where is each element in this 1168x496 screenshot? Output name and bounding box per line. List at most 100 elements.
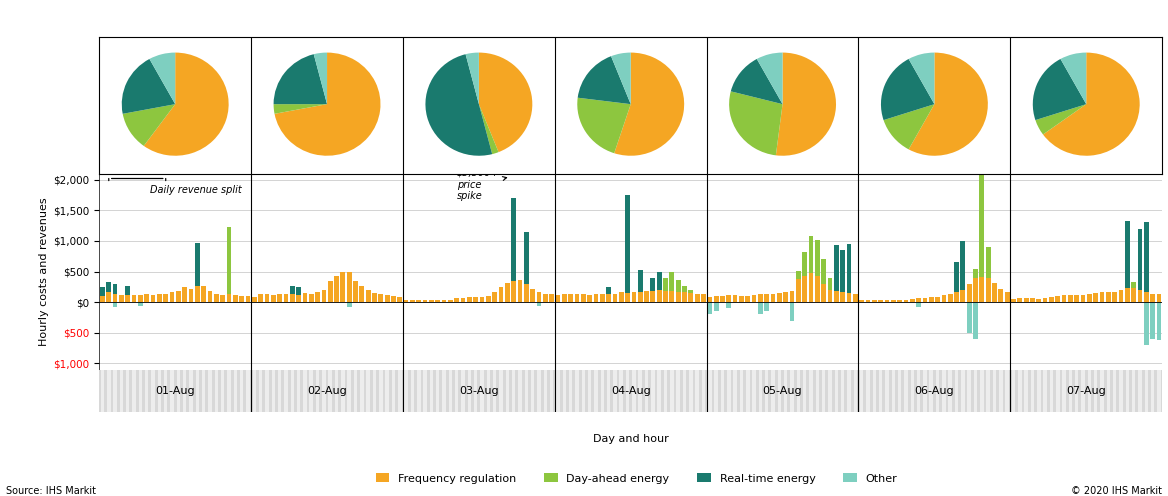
Bar (682, 286, 687, 292)
Bar (1106, 292, 1111, 302)
Bar (1145, 370, 1148, 412)
Bar (967, 370, 971, 412)
Bar (784, 292, 788, 302)
Bar (960, 290, 965, 302)
Bar (164, 294, 168, 302)
Bar (347, 272, 352, 302)
Bar (960, 241, 965, 290)
Bar (1018, 370, 1022, 412)
Bar (308, 294, 313, 302)
Bar (208, 291, 213, 302)
Wedge shape (1043, 53, 1140, 156)
Bar (821, 284, 826, 302)
Bar (593, 294, 598, 302)
Bar (1004, 292, 1009, 302)
Bar (967, 284, 972, 302)
Wedge shape (729, 91, 783, 155)
Bar (512, 370, 515, 412)
Bar (151, 295, 155, 302)
Bar (284, 370, 287, 412)
Bar (157, 294, 161, 302)
Bar (676, 292, 681, 302)
Bar (708, 370, 711, 412)
Bar (1006, 370, 1009, 412)
Bar (891, 370, 895, 412)
Bar (158, 370, 161, 412)
Bar (790, 291, 794, 302)
Bar (480, 370, 484, 412)
Bar (354, 370, 357, 412)
Bar (569, 294, 573, 302)
Bar (182, 288, 187, 302)
Bar (449, 370, 452, 412)
Bar (113, 284, 118, 294)
Bar (595, 370, 598, 412)
Bar (278, 370, 281, 412)
Bar (1011, 370, 1015, 412)
Bar (176, 370, 180, 412)
Bar (828, 278, 833, 290)
Wedge shape (776, 53, 836, 156)
Bar (600, 370, 604, 412)
Bar (404, 301, 409, 302)
Bar (930, 370, 933, 412)
Bar (600, 294, 605, 302)
Bar (1106, 370, 1110, 412)
Wedge shape (466, 53, 479, 104)
Bar (1063, 370, 1066, 412)
Bar (1143, 292, 1148, 302)
Bar (1094, 370, 1098, 412)
Bar (656, 272, 661, 290)
Bar (1011, 299, 1016, 302)
Bar (688, 290, 693, 293)
Bar (1119, 290, 1124, 302)
Bar (252, 370, 256, 412)
Bar (391, 296, 396, 302)
Bar (404, 370, 408, 412)
Bar (1043, 299, 1048, 302)
Bar (847, 244, 851, 293)
Bar (1043, 370, 1047, 412)
Bar (992, 283, 996, 302)
Bar (227, 294, 231, 302)
Text: © 2020 IHS Markit: © 2020 IHS Markit (1071, 486, 1162, 496)
Bar (808, 236, 813, 273)
Bar (1156, 294, 1161, 302)
Bar (1150, 370, 1154, 412)
Bar (865, 301, 870, 302)
Bar (791, 370, 794, 412)
Bar (582, 370, 585, 412)
Bar (113, 294, 118, 302)
Bar (221, 295, 225, 302)
Bar (1030, 299, 1035, 302)
Bar (499, 370, 502, 412)
Bar (917, 370, 920, 412)
Wedge shape (881, 59, 934, 120)
Bar (291, 370, 294, 412)
Bar (1069, 370, 1072, 412)
Bar (284, 294, 288, 302)
Bar (536, 292, 541, 302)
Bar (808, 273, 813, 302)
Bar (106, 292, 111, 302)
Bar (670, 370, 674, 412)
Bar (119, 296, 124, 302)
Bar (385, 370, 389, 412)
Bar (265, 294, 270, 302)
Bar (367, 370, 370, 412)
Bar (759, 370, 763, 412)
Bar (929, 297, 933, 302)
Bar (797, 279, 801, 302)
Bar (341, 272, 346, 302)
Bar (639, 370, 642, 412)
Bar (726, 302, 731, 309)
Bar (391, 370, 395, 412)
Bar (417, 301, 422, 302)
Bar (752, 370, 756, 412)
Bar (663, 291, 668, 302)
Bar (790, 302, 794, 320)
Bar (202, 370, 206, 412)
Bar (860, 370, 863, 412)
Bar (113, 302, 118, 307)
Bar (467, 297, 472, 302)
